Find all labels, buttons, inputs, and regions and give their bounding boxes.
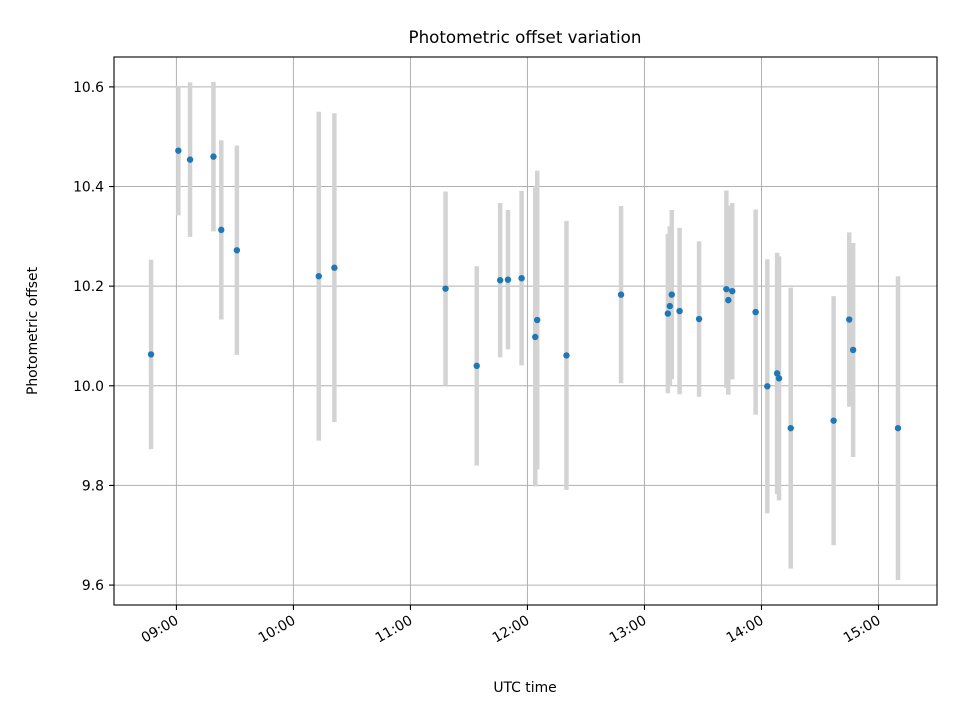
- chart-title: Photometric offset variation: [409, 27, 642, 47]
- data-point: [664, 310, 672, 317]
- y-tick-label: 10.6: [73, 80, 104, 96]
- data-point: [617, 291, 625, 298]
- y-tick-label: 10.0: [73, 379, 104, 395]
- data-point: [442, 285, 449, 292]
- data-point: [186, 156, 194, 163]
- data-point: [210, 153, 217, 160]
- data-point: [534, 316, 541, 324]
- data-point: [725, 296, 732, 304]
- data-point: [473, 362, 480, 370]
- data-point: [563, 352, 570, 359]
- grid: [114, 57, 937, 605]
- data-point: [504, 276, 512, 283]
- y-tick-label: 10.2: [73, 279, 104, 295]
- data-point: [830, 417, 837, 424]
- data-point: [894, 424, 902, 432]
- x-axis-label: UTC time: [493, 680, 556, 696]
- y-tick-label: 9.8: [82, 478, 104, 494]
- data-point: [518, 274, 525, 282]
- data-point: [175, 147, 182, 154]
- data-point: [331, 264, 338, 271]
- data-point: [496, 276, 504, 284]
- data-point: [849, 346, 857, 354]
- data-point: [666, 302, 674, 310]
- y-axis-ticks: 9.6 9.8 10.0 10.2 10.4 10.6: [73, 80, 114, 594]
- data-point: [752, 308, 759, 316]
- y-axis-label: Photometric offset: [25, 266, 41, 395]
- plot-frame: [113, 56, 938, 606]
- data-point: [729, 287, 736, 295]
- data-point: [764, 383, 771, 390]
- data-point: [773, 370, 781, 377]
- data-point: [668, 291, 675, 298]
- data-points: [147, 147, 902, 432]
- data-point: [787, 424, 794, 432]
- data-point: [233, 247, 241, 254]
- data-point: [775, 375, 783, 382]
- data-point: [723, 285, 730, 293]
- data-point: [846, 316, 853, 323]
- y-tick-label: 9.6: [82, 578, 104, 594]
- data-point: [315, 273, 322, 280]
- data-point: [695, 315, 703, 323]
- data-point: [218, 226, 225, 234]
- data-point: [147, 351, 155, 358]
- data-point: [532, 333, 539, 341]
- data-point: [676, 307, 683, 315]
- y-tick-label: 10.4: [73, 180, 104, 196]
